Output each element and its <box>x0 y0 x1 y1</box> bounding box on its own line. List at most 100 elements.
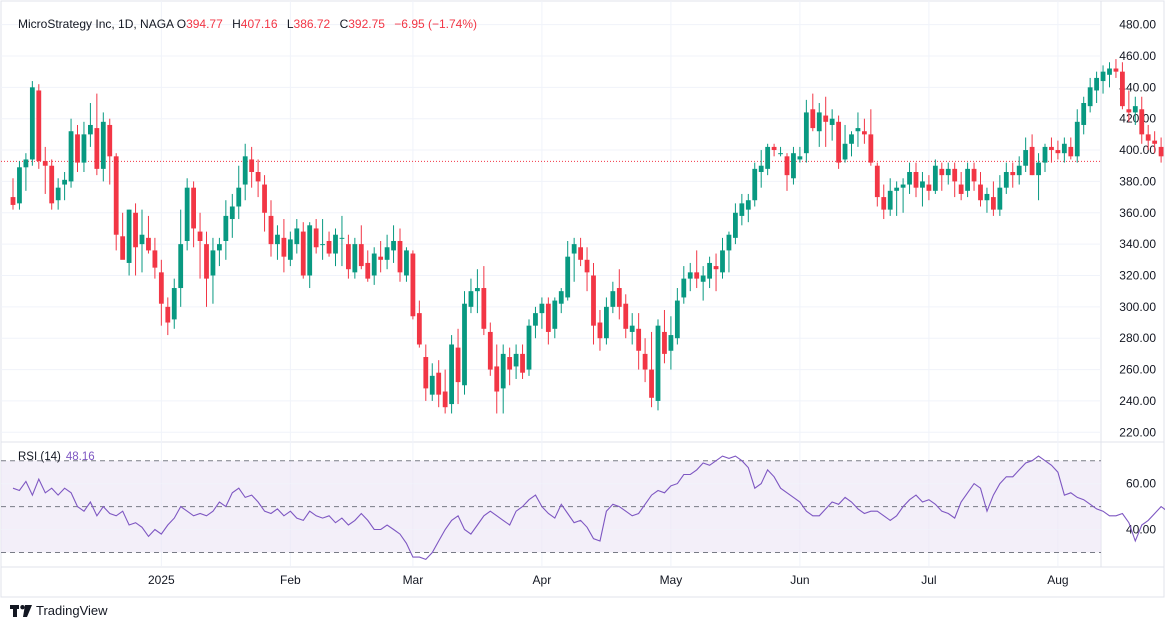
candle-body[interactable] <box>700 275 706 282</box>
candle-body[interactable] <box>275 234 280 245</box>
candle-body[interactable] <box>1055 150 1061 154</box>
candle-body[interactable] <box>217 244 222 251</box>
candle-body[interactable] <box>1139 109 1145 135</box>
candle-body[interactable] <box>939 168 945 176</box>
candle-body[interactable] <box>113 156 119 235</box>
candle-body[interactable] <box>720 250 725 273</box>
candle-body[interactable] <box>1049 146 1054 151</box>
candle-body[interactable] <box>436 372 442 395</box>
candle-body[interactable] <box>932 165 938 191</box>
candle-body[interactable] <box>649 369 654 398</box>
candle-body[interactable] <box>584 259 590 273</box>
candle-body[interactable] <box>120 236 126 260</box>
candle-body[interactable] <box>171 288 177 320</box>
candle-body[interactable] <box>733 212 738 238</box>
rsi-line[interactable] <box>12 455 1165 561</box>
candle-body[interactable] <box>681 278 687 298</box>
candle-body[interactable] <box>416 313 422 345</box>
candle-body[interactable] <box>494 366 500 392</box>
candle-body[interactable] <box>23 159 29 168</box>
candle-body[interactable] <box>765 146 771 169</box>
candle-body[interactable] <box>358 244 364 267</box>
candle-body[interactable] <box>333 234 338 254</box>
candle-body[interactable] <box>913 172 919 188</box>
candle-body[interactable] <box>88 124 93 135</box>
candle-body[interactable] <box>29 87 35 160</box>
candle-body[interactable] <box>636 328 642 351</box>
candle-body[interactable] <box>255 172 261 182</box>
candle-body[interactable] <box>836 121 841 163</box>
candle-body[interactable] <box>526 325 532 370</box>
candle-body[interactable] <box>75 134 80 163</box>
candle-body[interactable] <box>758 165 764 172</box>
candle-body[interactable] <box>791 153 796 179</box>
candle-body[interactable] <box>881 197 887 210</box>
candle-body[interactable] <box>1100 71 1106 82</box>
candle-body[interactable] <box>165 306 171 323</box>
candle-body[interactable] <box>313 228 319 248</box>
candle-body[interactable] <box>571 244 577 254</box>
candle-body[interactable] <box>81 134 87 163</box>
candle-body[interactable] <box>281 237 287 257</box>
candle-body[interactable] <box>591 275 596 326</box>
candle-body[interactable] <box>797 156 803 160</box>
candle-body[interactable] <box>158 272 164 304</box>
candle-body[interactable] <box>423 357 429 389</box>
candle-body[interactable] <box>578 247 583 260</box>
candle-body[interactable] <box>326 240 332 254</box>
candle-body[interactable] <box>223 215 229 241</box>
candle-body[interactable] <box>1094 77 1099 91</box>
candle-body[interactable] <box>339 237 345 239</box>
candle-body[interactable] <box>694 272 700 279</box>
candle-body[interactable] <box>404 250 409 276</box>
candle-body[interactable] <box>810 109 816 129</box>
candle-body[interactable] <box>816 112 822 132</box>
candle-body[interactable] <box>429 375 435 395</box>
candle-body[interactable] <box>842 143 848 160</box>
candle-body[interactable] <box>920 181 925 188</box>
candle-body[interactable] <box>1010 172 1016 176</box>
candle-body[interactable] <box>623 303 629 329</box>
candle-body[interactable] <box>565 256 571 298</box>
candle-body[interactable] <box>900 184 906 188</box>
candle-body[interactable] <box>191 187 196 229</box>
candle-body[interactable] <box>352 244 358 273</box>
candle-body[interactable] <box>1145 134 1151 141</box>
candle-body[interactable] <box>146 237 151 251</box>
candle-body[interactable] <box>94 128 100 169</box>
candle-body[interactable] <box>597 322 603 339</box>
candle-body[interactable] <box>55 187 61 201</box>
candle-body[interactable] <box>558 291 564 304</box>
brand-logo[interactable]: TradingView <box>10 603 108 618</box>
candle-body[interactable] <box>133 212 138 248</box>
candle-body[interactable] <box>139 234 145 245</box>
candle-body[interactable] <box>784 156 790 176</box>
candle-body[interactable] <box>294 228 300 245</box>
candle-body[interactable] <box>500 353 506 389</box>
candle-body[interactable] <box>210 250 216 276</box>
candle-body[interactable] <box>971 168 977 182</box>
candle-body[interactable] <box>539 303 545 314</box>
candle-body[interactable] <box>952 168 958 182</box>
candle-body[interactable] <box>197 231 203 241</box>
candle-body[interactable] <box>745 200 751 210</box>
candle-body[interactable] <box>249 159 255 172</box>
candle-body[interactable] <box>874 165 880 198</box>
candle-body[interactable] <box>287 239 293 260</box>
candle-body[interactable] <box>1132 106 1138 113</box>
candle-body[interactable] <box>126 209 132 263</box>
candle-body[interactable] <box>410 253 416 317</box>
candle-body[interactable] <box>10 197 16 205</box>
candle-body[interactable] <box>849 134 854 144</box>
candle-body[interactable] <box>887 190 893 210</box>
candle-body[interactable] <box>642 353 648 370</box>
candle-body[interactable] <box>36 90 42 162</box>
candle-body[interactable] <box>475 288 480 292</box>
candle-body[interactable] <box>1068 146 1074 157</box>
candle-body[interactable] <box>1023 150 1029 166</box>
candle-body[interactable] <box>391 240 396 251</box>
candle-body[interactable] <box>236 187 242 207</box>
candle-body[interactable] <box>533 313 538 326</box>
candle-body[interactable] <box>449 344 454 405</box>
